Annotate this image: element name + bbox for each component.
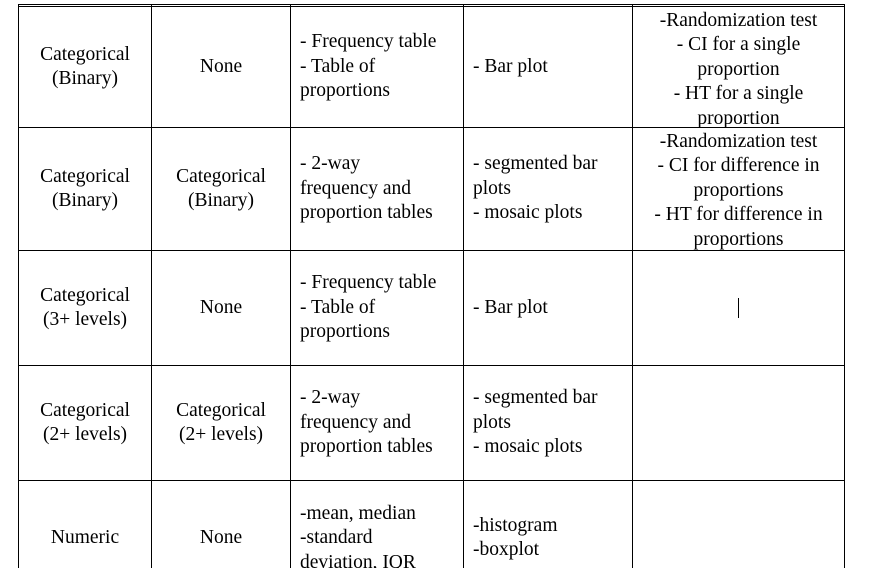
table-top-strip [291,5,464,7]
cell-line: Numeric [50,527,120,548]
cell-line: proportion [697,58,780,80]
cell-line: proportion tables [300,202,433,224]
table-top-strip [19,5,152,7]
cell-line: -Randomization test [659,131,818,152]
cell-line: plots [473,411,511,433]
table-top-strip [464,5,633,7]
cell-line: - Bar plot [473,296,548,318]
cell-line: - segmented bar [473,153,598,175]
cell-line: (2+ levels) [42,424,128,445]
cell-line: plots [473,177,511,199]
cell-line: - CI for a single [676,34,801,56]
cell-line: proportions [300,80,390,102]
cell-line: -Randomization test [659,10,818,31]
table-cell-variable-2[interactable]: Categorical (2+ levels) [152,366,291,481]
cell-line: - 2-way [300,387,361,409]
table-cell-variable-1[interactable]: Categorical (3+ levels) [19,251,152,366]
cell-line: - Frequency table [300,31,437,53]
table-cell-inference[interactable] [633,481,845,568]
cell-line: - Table of [300,296,376,318]
cell-line: frequency and [300,411,411,433]
table-cell-plots[interactable]: - segmented bar plots - mosaic plots [464,128,633,251]
cell-line: -standard [300,527,373,549]
cell-line: - mosaic plots [473,202,583,224]
table-cell-plots[interactable]: - Bar plot [464,251,633,366]
cell-line: (3+ levels) [42,309,128,330]
text-cursor [738,298,739,318]
cell-line: (2+ levels) [178,424,264,445]
table-cell-variable-2[interactable]: None [152,7,291,128]
cell-line: - HT for difference in [654,204,823,226]
table-top-strip [633,5,845,7]
cell-line: proportion tables [300,436,433,458]
summary-table: Categorical (Binary) None - Frequency ta… [18,4,845,568]
cell-line: deviation, IQR [300,551,416,568]
table-cell-plots[interactable]: - Bar plot [464,7,633,128]
cell-line: - segmented bar [473,387,598,409]
table-cell-summary-stats[interactable]: - Frequency table - Table of proportions [291,7,464,128]
cell-line: Categorical [40,165,130,187]
cell-line: (Binary) [187,190,255,211]
table-top-strip [152,5,291,7]
cell-line: frequency and [300,177,411,199]
cell-line: Categorical [40,399,130,421]
table-cell-variable-2[interactable]: Categorical (Binary) [152,128,291,251]
cell-line: Categorical [40,284,130,306]
cell-line: proportion [697,107,780,128]
cell-line: proportions [693,179,784,201]
table-cell-plots[interactable]: - segmented bar plots - mosaic plots [464,366,633,481]
cell-line: Categorical [176,165,266,187]
table-cell-variable-2[interactable]: None [152,481,291,568]
cell-line: None [199,55,243,77]
table-cell-inference[interactable]: -Randomization test - CI for difference … [633,128,845,251]
cell-line: (Binary) [51,68,119,89]
cell-line: - Frequency table [300,272,437,294]
cell-line: Categorical [176,399,266,421]
cell-line: - 2-way [300,153,361,175]
cell-line: -mean, median [300,503,416,524]
cell-line: proportions [300,321,390,343]
cell-line: -histogram [473,515,558,536]
table-cell-variable-1[interactable]: Categorical (2+ levels) [19,366,152,481]
cell-line: -boxplot [473,539,540,561]
table-cell-summary-stats[interactable]: - 2-way frequency and proportion tables [291,128,464,251]
cell-line: Categorical [40,43,130,65]
table-cell-inference[interactable] [633,251,845,366]
cell-line: - mosaic plots [473,436,583,458]
table-cell-summary-stats[interactable]: - Frequency table - Table of proportions [291,251,464,366]
cell-line: - Table of [300,55,376,77]
table-cell-inference[interactable]: -Randomization test - CI for a single pr… [633,7,845,128]
table-cell-variable-1[interactable]: Categorical (Binary) [19,128,152,251]
table-cell-summary-stats[interactable]: -mean, median -standard deviation, IQR [291,481,464,568]
table-cell-variable-1[interactable]: Numeric [19,481,152,568]
cell-line: - CI for difference in [657,155,820,177]
cell-line: - Bar plot [473,55,548,77]
cell-line: None [199,527,243,548]
table-cell-inference[interactable] [633,366,845,481]
table-cell-variable-1[interactable]: Categorical (Binary) [19,7,152,128]
cell-line: None [199,296,243,318]
table-cell-plots[interactable]: -histogram -boxplot [464,481,633,568]
cell-line: - HT for a single [673,83,804,105]
table-cell-summary-stats[interactable]: - 2-way frequency and proportion tables [291,366,464,481]
table-cell-variable-2[interactable]: None [152,251,291,366]
cell-line: (Binary) [51,190,119,211]
cell-line: proportions [693,228,784,250]
